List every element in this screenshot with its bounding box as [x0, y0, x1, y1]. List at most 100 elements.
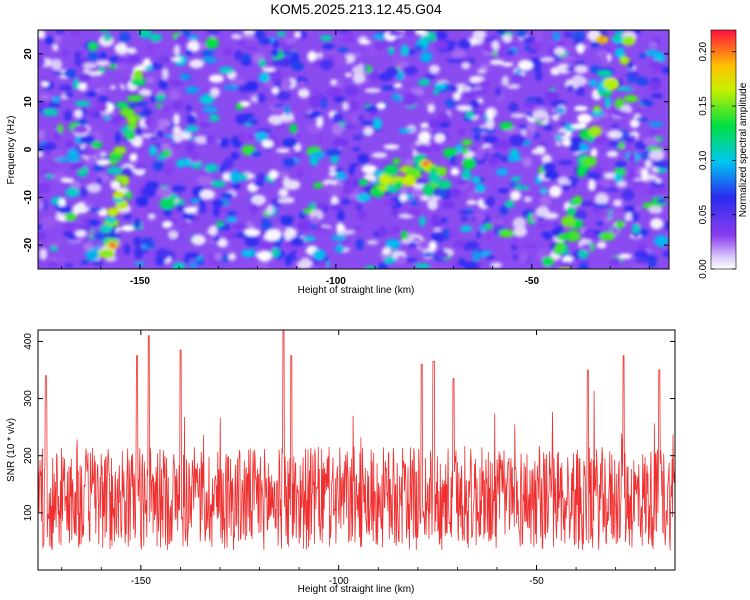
- spectrogram-cell: [88, 109, 97, 118]
- spectrogram-cell: [258, 58, 267, 68]
- spectrogram-cell: [330, 196, 339, 206]
- spectrogram-cell: [471, 127, 487, 133]
- spectrogram-cell: [649, 60, 664, 70]
- spectrogram-cell: [38, 144, 46, 152]
- spectrogram-cell: [452, 262, 460, 269]
- spectrogram-y-ticks: 20 10 0 -10 -20: [23, 48, 669, 252]
- spectrogram-cell: [650, 93, 664, 99]
- spectrogram-cell: [512, 217, 526, 230]
- spectrogram-cell: [626, 61, 635, 70]
- spectrogram-cell: [339, 229, 355, 235]
- spectrogram-cell: [110, 179, 121, 190]
- spectrogram-cell: [152, 161, 165, 171]
- spectrogram-cell: [560, 56, 575, 62]
- spectrogram-cell: [469, 99, 481, 109]
- spectrogram-cell: [518, 60, 533, 71]
- spectrogram-peak: [423, 161, 429, 166]
- spectrogram-cell: [465, 110, 474, 119]
- spectrogram-cell: [242, 30, 256, 36]
- spectrogram-cell: [405, 257, 418, 263]
- spectrogram-cell: [43, 129, 59, 134]
- spectrogram-feature-cell: [402, 174, 416, 187]
- spectrogram-cell: [99, 51, 107, 60]
- spectrogram-cell: [159, 197, 176, 210]
- spectrogram-cell: [182, 211, 195, 221]
- spectrogram-cell: [223, 84, 239, 90]
- spectrogram-cell: [389, 225, 402, 234]
- spectrogram-x-ticks: -150 -100 -50: [61, 30, 650, 287]
- spectrogram-cell: [172, 262, 186, 269]
- spectrogram-cell: [454, 157, 463, 164]
- snr-series-line: [38, 330, 675, 551]
- spectrogram-cell: [133, 236, 141, 247]
- spectrogram-cell: [102, 115, 112, 120]
- spectrogram-cell: [284, 105, 291, 116]
- spectrogram-cell: [38, 223, 43, 231]
- spectrogram-cell: [419, 216, 426, 227]
- spectrogram-cell: [357, 63, 365, 75]
- spectrogram-cell: [330, 203, 344, 211]
- spectrogram-cell: [475, 230, 482, 239]
- spectrogram-cell: [458, 209, 474, 215]
- spectrogram-cell: [93, 231, 107, 241]
- spectrogram-cell: [561, 183, 571, 192]
- spectrogram-feature-cell: [106, 216, 116, 224]
- spectrogram-cell: [213, 235, 220, 243]
- spectrogram-cell: [266, 204, 274, 215]
- spectrogram-cell: [292, 105, 304, 114]
- spectrogram-cell: [261, 219, 272, 232]
- spectrogram-cell: [295, 168, 306, 174]
- spectrogram-cell: [282, 157, 296, 168]
- spectrogram-cell: [65, 187, 80, 198]
- spectrogram-cell: [91, 239, 101, 247]
- spectrogram-cell: [187, 162, 203, 168]
- spectrogram-cell: [280, 215, 293, 228]
- spectrogram-cell: [599, 232, 616, 241]
- spectrogram-cell: [268, 169, 279, 180]
- spectrogram-cell: [571, 123, 588, 130]
- spectrogram-cell: [61, 178, 74, 183]
- spectrogram-cell: [244, 236, 260, 247]
- spectrogram-cell: [83, 242, 94, 251]
- spectrogram-cell: [556, 63, 571, 74]
- spectrogram-cell: [49, 149, 64, 159]
- spectrogram-cell: [256, 173, 267, 183]
- spectrogram-cell: [199, 122, 211, 127]
- spectrogram-cell: [313, 182, 323, 189]
- spectrogram-cell: [282, 138, 298, 148]
- spectrogram-cell: [369, 70, 379, 82]
- spectrogram-cell: [513, 226, 527, 237]
- spectrogram-cell: [341, 32, 356, 44]
- spectrogram-cell: [44, 73, 58, 79]
- spectrogram-cell: [534, 146, 546, 155]
- spectrogram-cell: [271, 247, 280, 258]
- spectrogram-cell: [278, 188, 289, 198]
- spectrogram-cell: [420, 51, 433, 63]
- spectrogram-cell: [400, 230, 408, 242]
- spectrogram-cell: [491, 40, 500, 50]
- spectrogram-cell: [499, 121, 514, 131]
- colorbar-tick-label: 0.10: [698, 150, 709, 170]
- spectrogram-cell: [552, 31, 561, 41]
- spectrogram-cell: [325, 148, 342, 157]
- spectrogram-cell: [510, 190, 521, 201]
- spectrogram-cell: [349, 100, 359, 111]
- spectrogram-x-label: Height of straight line (km): [298, 285, 415, 296]
- spectrogram-cell: [489, 59, 505, 65]
- spectrogram-cell: [510, 244, 518, 251]
- spectrogram-cell: [436, 187, 447, 199]
- spectrogram-cell: [629, 151, 636, 164]
- spectrogram-cell: [39, 94, 50, 100]
- spectrogram-cell: [507, 155, 516, 162]
- spectrogram-cell: [497, 188, 510, 194]
- spectrogram-cell: [42, 108, 59, 116]
- spectrogram-cell: [505, 49, 515, 56]
- spectrogram-cell: [149, 43, 165, 48]
- spectrogram-cell: [38, 151, 44, 158]
- spectrogram-cell: [234, 114, 250, 125]
- spectrogram-cell: [487, 109, 494, 121]
- spectrogram-feature-cell: [131, 77, 146, 86]
- spectrogram-cell: [604, 96, 612, 109]
- spectrogram-cell: [594, 166, 603, 174]
- spectrogram-cell: [385, 239, 401, 250]
